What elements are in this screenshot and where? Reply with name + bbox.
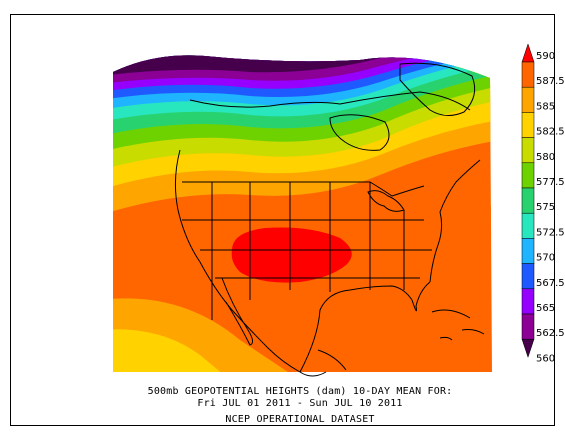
contour-fill [113, 55, 492, 372]
colorbar-label: 590 [536, 51, 555, 62]
figure-frame [10, 14, 555, 426]
colorbar-label: 587.5 [536, 76, 565, 87]
colorbar-swatch [521, 238, 535, 264]
colorbar-swatch [521, 187, 535, 214]
colorbar-swatch [521, 313, 535, 340]
colorbar-label: 570 [536, 253, 555, 264]
colorbar-swatch [521, 61, 535, 88]
geography-outlines [174, 62, 485, 377]
caption-line-3: NCEP OPERATIONAL DATASET [225, 414, 375, 425]
colorbar-label: 567.5 [536, 278, 565, 289]
colorbar-swatch [521, 162, 535, 189]
colorbar-swatch [521, 86, 535, 113]
colorbar-label: 585 [536, 101, 555, 112]
colorbar-label: 575 [536, 202, 555, 213]
colorbar-label: 562.5 [536, 328, 565, 339]
caption-line-1: 500mb GEOPOTENTIAL HEIGHTS (dam) 10-DAY … [147, 386, 453, 397]
colorbar-label: 572.5 [536, 227, 565, 238]
colorbar-swatch [521, 288, 535, 315]
caption-line-2: Fri JUL 01 2011 - Sun JUL 10 2011 [197, 398, 403, 409]
colorbar-swatch [521, 137, 535, 164]
colorbar-label: 560 [536, 353, 555, 364]
colorbar-arrow-top [521, 43, 535, 63]
colorbar-swatch [521, 263, 535, 290]
colorbar-label: 565 [536, 303, 555, 314]
colorbar-swatch [521, 112, 535, 138]
colorbar-arrow-bottom [521, 338, 535, 358]
colorbar-swatch [521, 212, 535, 239]
colorbar-label: 577.5 [536, 177, 565, 188]
colorbar: 590 587.5 585 582.5 580 577.5 575 572.5 570 567.5… [521, 43, 565, 364]
colorbar-label: 582.5 [536, 127, 565, 138]
colorbar-label: 580 [536, 152, 555, 163]
